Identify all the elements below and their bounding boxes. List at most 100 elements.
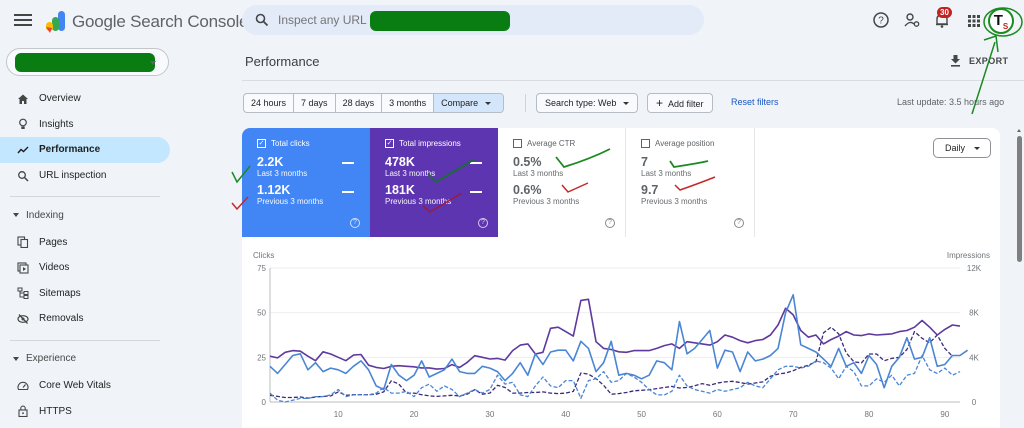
metric-current-period: Last 3 months (513, 169, 564, 178)
metric-average-ctr[interactable]: Average CTR 0.5% Last 3 months 0.6% Prev… (498, 128, 626, 237)
sitemap-icon (17, 287, 29, 300)
help-icon[interactable]: ? (734, 218, 744, 228)
checkbox-checked-icon[interactable]: ✓ (257, 139, 266, 148)
top-bar: Google Search Console ? 30 TS (0, 0, 1024, 42)
metric-average-position[interactable]: Average position 7 Last 3 months 9.7 Pre… (626, 128, 755, 237)
hamburger-icon-bar (14, 24, 32, 26)
property-selector[interactable] (6, 48, 169, 76)
svg-text:70: 70 (789, 410, 798, 419)
metric-current-value: 2.2K (257, 155, 284, 169)
sidebar-item-pages[interactable]: Pages (0, 229, 170, 255)
hamburger-icon-bar (14, 19, 32, 21)
add-filter-label: Add filter (668, 99, 704, 109)
help-icon[interactable]: ? (350, 218, 360, 228)
sidebar-item-sitemaps[interactable]: Sitemaps (0, 281, 170, 307)
title-divider (242, 80, 1024, 81)
sidebar-divider (10, 339, 160, 341)
range-28-days[interactable]: 28 days (336, 94, 383, 112)
metric-previous-value: 1.12K (257, 183, 291, 197)
metric-current-period: Last 3 months (257, 169, 308, 178)
svg-text:75: 75 (257, 264, 266, 273)
sidebar-item-label: Videos (39, 262, 70, 274)
sidebar-item-label: Removals (39, 313, 84, 325)
search-type-label: Search type: Web (545, 98, 617, 108)
sidebar-item-insights[interactable]: Insights (0, 112, 170, 138)
svg-text:10: 10 (334, 410, 343, 419)
sidebar-item-videos[interactable]: Videos (0, 255, 170, 281)
svg-text:Clicks: Clicks (253, 251, 274, 260)
page-scrollbar[interactable] (1015, 128, 1024, 428)
svg-text:0: 0 (972, 398, 977, 407)
svg-text:50: 50 (257, 309, 266, 318)
range-3-months[interactable]: 3 months (382, 94, 435, 112)
export-button[interactable]: EXPORT (950, 55, 1008, 67)
performance-line-chart[interactable]: Clicks Impressions 0 0 25 4K 50 8K 75 12K 10 20 30 40… (242, 246, 1000, 428)
granularity-label: Daily (945, 143, 966, 153)
metric-total-clicks[interactable]: ✓ Total clicks 2.2K Last 3 months 1.12K P… (242, 128, 370, 237)
sidebar-section-experience[interactable]: Experience (0, 349, 170, 369)
range-24-hours[interactable]: 24 hours (244, 94, 295, 112)
scroll-up-arrow-icon[interactable] (1017, 129, 1021, 132)
sidebar-item-performance[interactable]: Performance (0, 137, 170, 163)
help-icon[interactable]: ? (605, 218, 615, 228)
sidebar-item-core-web-vitals[interactable]: Core Web Vitals (0, 373, 170, 399)
solid-line-legend-icon (470, 162, 482, 164)
performance-card: ✓ Total clicks 2.2K Last 3 months 1.12K P… (242, 128, 1000, 428)
account-avatar[interactable]: TS (988, 8, 1014, 34)
checkbox-unchecked-icon[interactable] (513, 139, 522, 148)
metric-previous-value: 9.7 (641, 183, 659, 197)
svg-text:20: 20 (410, 410, 419, 419)
videos-icon (17, 262, 29, 274)
search-icon (255, 13, 269, 27)
sidebar-item-url-inspection[interactable]: URL inspection (0, 163, 170, 189)
range-compare[interactable]: Compare (434, 94, 504, 112)
url-inspection-search[interactable] (242, 5, 704, 35)
granularity-dropdown[interactable]: Daily (933, 138, 991, 158)
sidebar-item-label: Core Web Vitals (39, 380, 111, 392)
metric-total-impressions[interactable]: ✓ Total impressions 478K Last 3 months 18… (370, 128, 498, 237)
sidebar-item-https[interactable]: HTTPS (0, 398, 170, 424)
metric-previous-period: Previous 3 months (641, 197, 708, 206)
sidebar-section-indexing[interactable]: Indexing (0, 205, 170, 225)
sidebar-item-label: URL inspection (39, 170, 107, 182)
avatar-sub-initial: S (1002, 22, 1009, 31)
svg-text:80: 80 (865, 410, 874, 419)
svg-text:0: 0 (262, 398, 267, 407)
redacted-property-name (15, 53, 155, 72)
dashed-line-legend-icon (342, 191, 354, 193)
checkbox-unchecked-icon[interactable] (641, 139, 650, 148)
help-icon[interactable]: ? (478, 218, 488, 228)
sidebar-item-removals[interactable]: Removals (0, 306, 170, 332)
home-icon (17, 93, 29, 105)
checkbox-checked-icon[interactable]: ✓ (385, 139, 394, 148)
svg-text:4K: 4K (969, 353, 979, 362)
redacted-domain (370, 11, 510, 31)
series-line (269, 298, 961, 370)
svg-text:8K: 8K (969, 309, 979, 318)
add-filter-button[interactable]: + Add filter (647, 93, 713, 113)
dashed-line-legend-icon (470, 191, 482, 193)
help-icon[interactable]: ? (872, 11, 890, 29)
search-console-logo-icon (46, 11, 65, 33)
lightbulb-icon (17, 118, 29, 130)
reset-filters-link[interactable]: Reset filters (731, 97, 779, 107)
search-type-filter[interactable]: Search type: Web (536, 93, 639, 113)
chevron-down-icon (150, 61, 156, 65)
main-menu-button[interactable] (14, 12, 32, 28)
pages-icon (17, 236, 29, 249)
sidebar-divider (10, 196, 160, 198)
svg-text:25: 25 (257, 353, 266, 362)
last-update-text: Last update: 3.5 hours ago (897, 97, 1005, 107)
sidebar-item-label: Insights (39, 118, 74, 130)
metric-current-period: Last 3 months (385, 169, 436, 178)
sidebar-item-label: Performance (39, 144, 101, 156)
range-7-days[interactable]: 7 days (294, 94, 336, 112)
manage-users-icon[interactable] (903, 11, 921, 29)
metric-current-period: Last 3 months (641, 169, 692, 178)
dropdown-arrow-icon (974, 147, 981, 151)
apps-grid-icon[interactable] (965, 11, 983, 29)
scrollbar-thumb[interactable] (1017, 136, 1022, 262)
sidebar-item-overview[interactable]: Overview (0, 86, 170, 112)
metric-previous-value: 0.6% (513, 183, 542, 197)
